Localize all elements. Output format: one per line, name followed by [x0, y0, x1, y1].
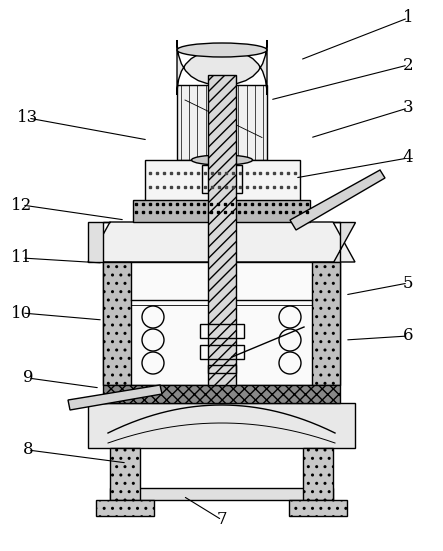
Bar: [103, 385, 340, 403]
Text: 6: 6: [403, 327, 413, 344]
Bar: [200, 345, 244, 359]
Bar: [96, 500, 154, 516]
Ellipse shape: [177, 43, 267, 57]
Text: 5: 5: [403, 274, 413, 291]
Text: 10: 10: [12, 305, 33, 321]
Bar: [110, 448, 140, 500]
Bar: [145, 160, 300, 202]
Text: 8: 8: [23, 441, 33, 458]
Bar: [208, 75, 236, 385]
Text: 12: 12: [12, 197, 33, 213]
Text: 9: 9: [23, 370, 33, 386]
Text: 4: 4: [403, 149, 413, 166]
FancyBboxPatch shape: [177, 40, 267, 95]
Ellipse shape: [191, 155, 253, 165]
Polygon shape: [333, 222, 355, 262]
Text: 1: 1: [403, 9, 413, 26]
Text: 11: 11: [12, 250, 33, 267]
Polygon shape: [290, 170, 385, 230]
Bar: [133, 200, 310, 222]
Bar: [303, 448, 333, 500]
Polygon shape: [88, 222, 355, 262]
Polygon shape: [88, 222, 110, 262]
Bar: [194, 160, 249, 172]
Bar: [202, 165, 242, 193]
Bar: [177, 85, 267, 160]
Bar: [103, 262, 340, 385]
Text: 3: 3: [403, 100, 413, 116]
Bar: [103, 262, 131, 385]
Bar: [208, 365, 236, 373]
Bar: [200, 324, 244, 338]
Text: 13: 13: [17, 110, 39, 127]
Bar: [312, 262, 340, 385]
Bar: [88, 403, 355, 448]
Text: 2: 2: [403, 57, 413, 73]
Bar: [110, 488, 333, 500]
Polygon shape: [68, 385, 162, 410]
Text: 7: 7: [217, 511, 227, 528]
Bar: [289, 500, 347, 516]
